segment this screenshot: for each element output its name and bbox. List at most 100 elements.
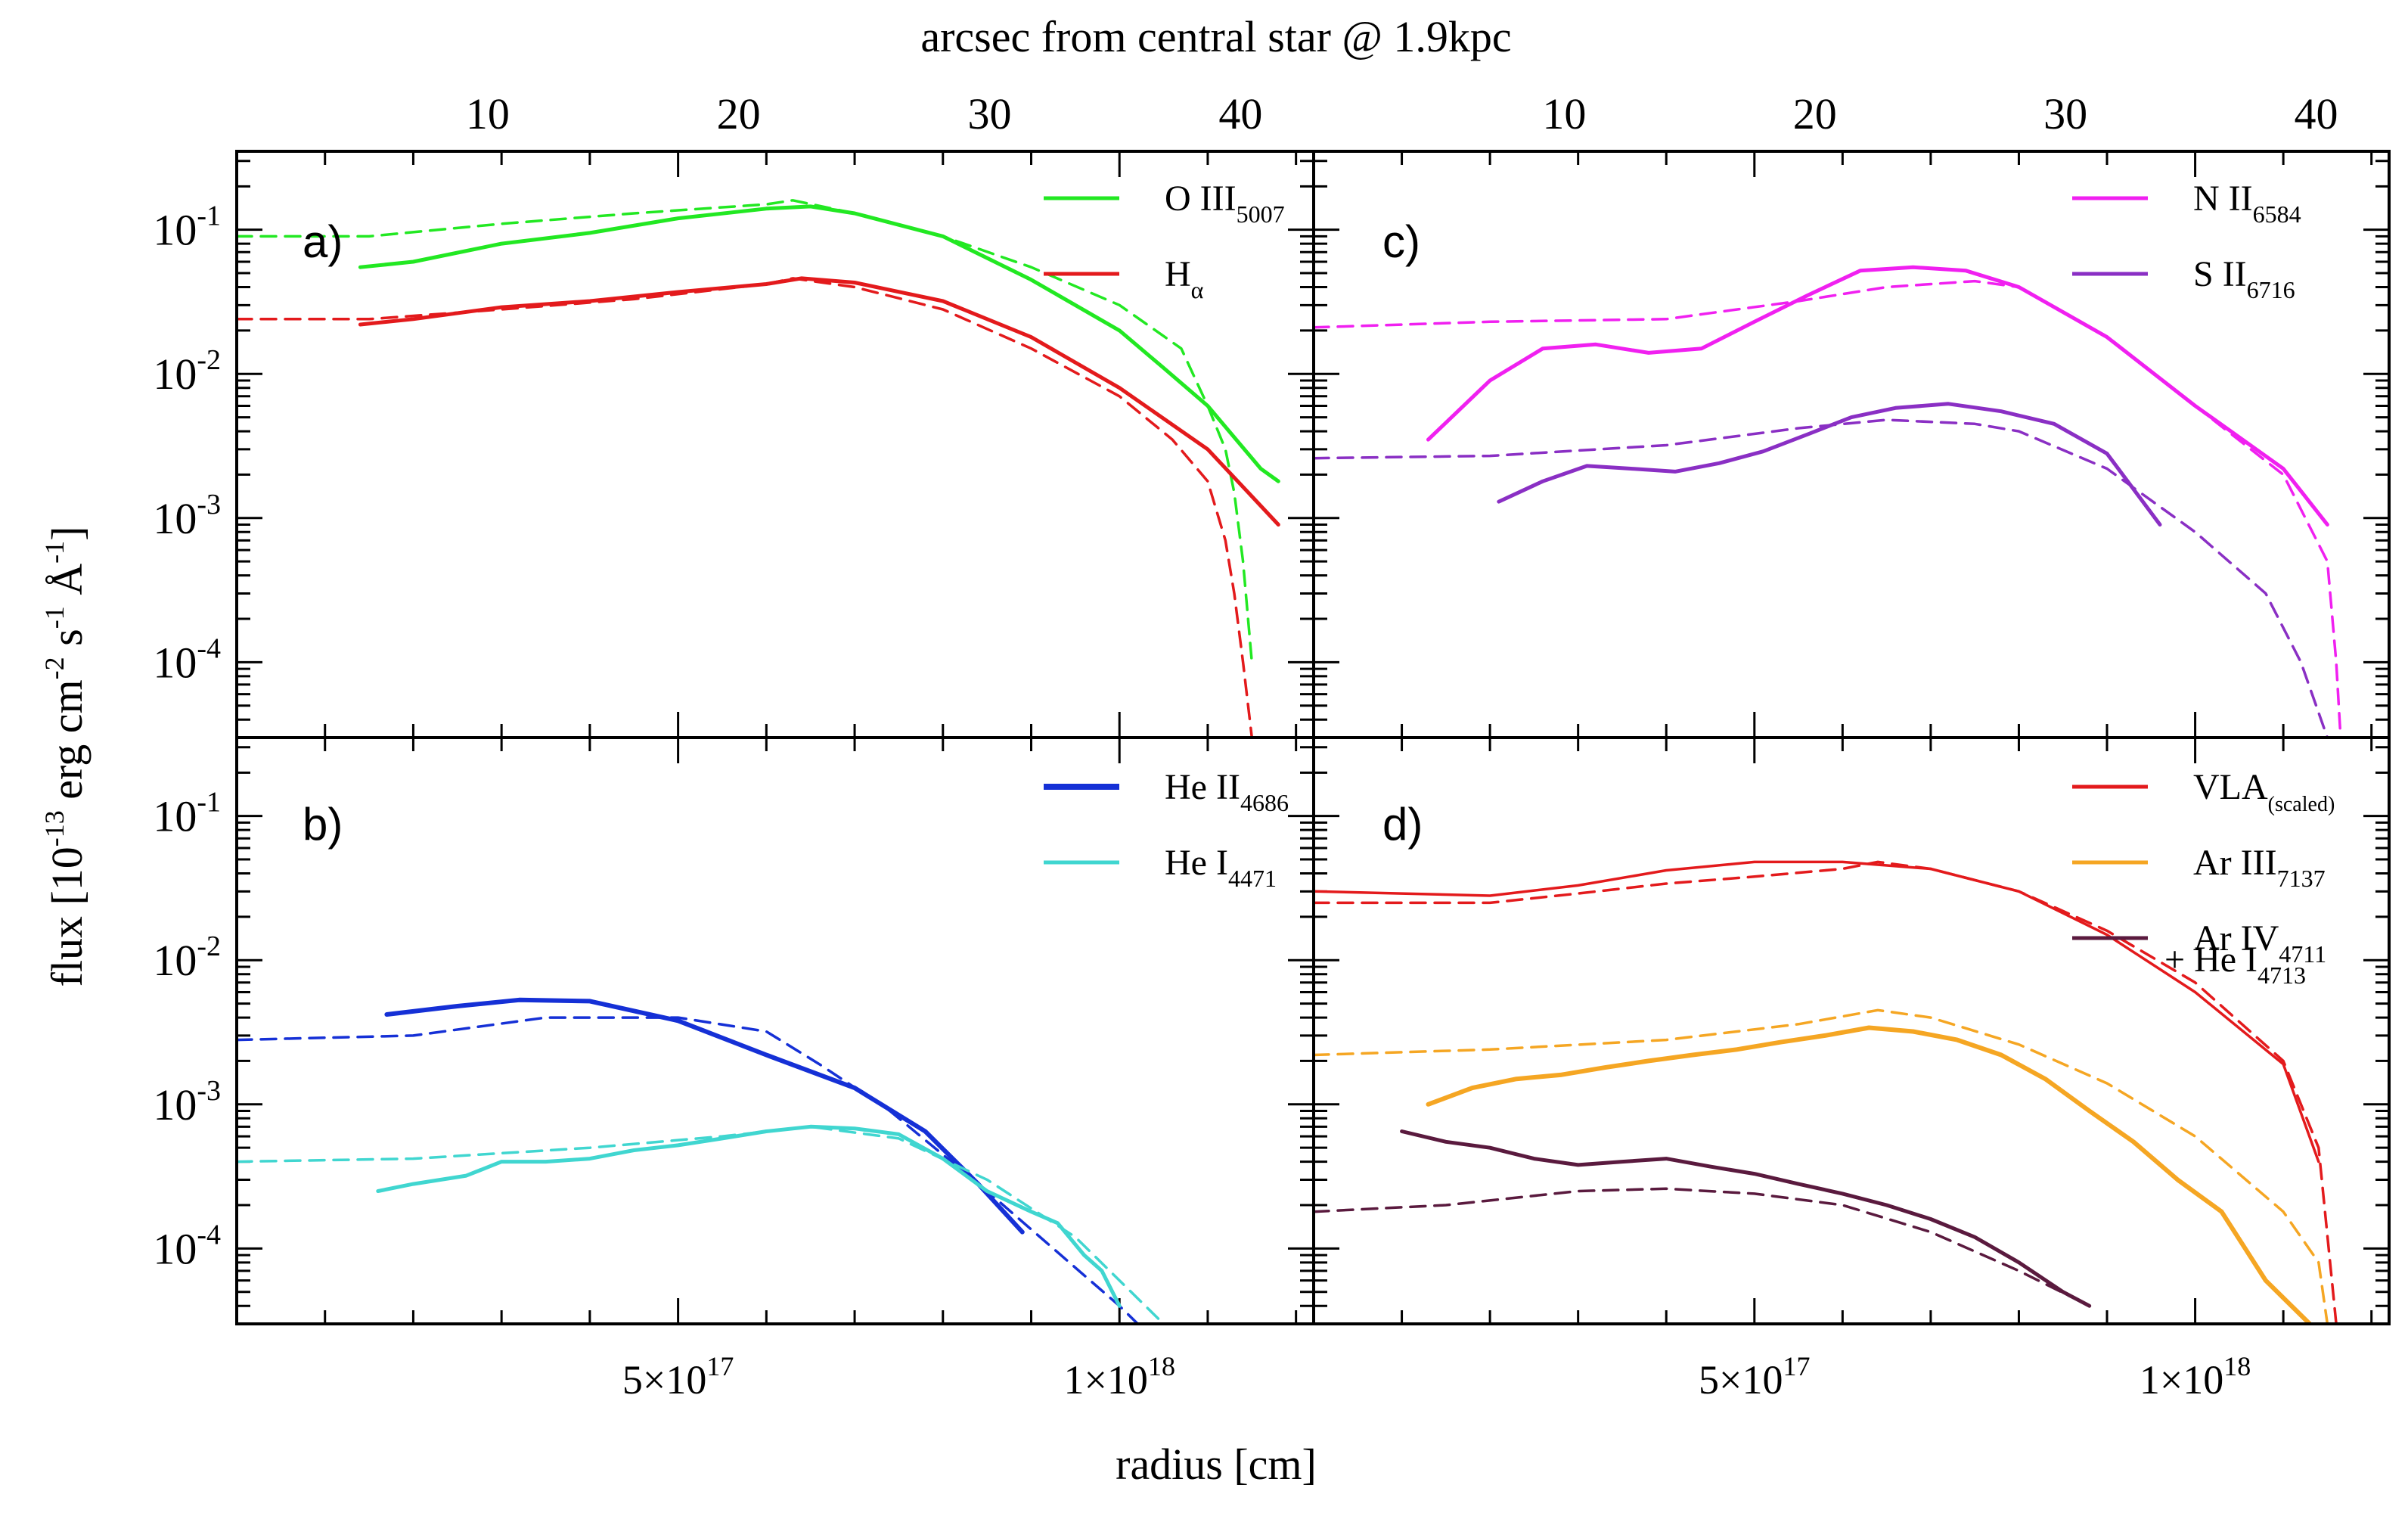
y-tick-exp: -4 bbox=[197, 1219, 221, 1250]
top-tick-label: 40 bbox=[1218, 89, 1262, 138]
legend-label: He I4471 bbox=[1165, 843, 1277, 892]
y-title-main: flux [10 bbox=[42, 847, 92, 986]
y-tick-label: 10-4 bbox=[153, 1219, 221, 1273]
legend-label-main: N II bbox=[2193, 179, 2253, 219]
top-tick-label: 30 bbox=[2043, 89, 2087, 138]
series-line bbox=[1314, 860, 2320, 1163]
panel-d: 5×1017 1×1018 d) VLA(scaled) Ar III7137 Ar IV… bbox=[1314, 738, 2389, 1403]
legend-label-main: VLA bbox=[2193, 767, 2268, 807]
series-line bbox=[1314, 418, 2329, 738]
panel-label: c) bbox=[1382, 216, 1420, 267]
legend-label: Ar IV4711 bbox=[2193, 918, 2326, 968]
legend-label-main: + He I bbox=[2164, 940, 2258, 980]
legend-label-sub: 4686 bbox=[1240, 789, 1289, 816]
y-tick-base: 10 bbox=[153, 936, 197, 985]
legend-label-main: S II bbox=[2193, 254, 2247, 294]
y-tick-base: 10 bbox=[153, 1080, 197, 1129]
legend-label: S II6716 bbox=[2193, 254, 2295, 303]
series-line bbox=[237, 1016, 1140, 1324]
series-line bbox=[384, 997, 1025, 1235]
y-tick-label: 10-1 bbox=[153, 787, 221, 841]
top-tick-label: 20 bbox=[717, 89, 761, 138]
series-group bbox=[237, 997, 1165, 1324]
series-line bbox=[1314, 1008, 2329, 1324]
legend-label-main: He I bbox=[1165, 843, 1228, 883]
y-tick-label: 10-1 bbox=[153, 200, 221, 255]
legend-label: + He I4713 bbox=[2164, 940, 2306, 989]
legend-label: O III5007 bbox=[1165, 179, 1285, 228]
x-tick-exp: 18 bbox=[2223, 1351, 2251, 1381]
y-tick-base: 10 bbox=[153, 792, 197, 841]
legend-label-sub: (scaled) bbox=[2268, 793, 2335, 816]
y-title-mid2: s bbox=[42, 629, 92, 657]
x-tick-label: 5×1017 bbox=[1699, 1351, 1810, 1403]
x-tick-base: 5×10 bbox=[622, 1357, 706, 1403]
y-title-exp1: -13 bbox=[39, 810, 70, 847]
y-tick-base: 10 bbox=[153, 350, 197, 399]
legend-label-main: He II bbox=[1165, 767, 1240, 807]
panels-group: 10-110-210-310-410 20 30 40a)O III5007Hα10-… bbox=[153, 89, 2389, 1403]
top-tick-label: 20 bbox=[1793, 89, 1837, 138]
series-line bbox=[1314, 279, 2342, 738]
series-group bbox=[237, 199, 1280, 738]
x-tick-label: 1×1018 bbox=[2140, 1351, 2251, 1403]
x-tick-base: 1×10 bbox=[1063, 1357, 1147, 1403]
legend-label-sub: 6584 bbox=[2253, 200, 2301, 228]
legend-label-main: Ar III bbox=[2193, 843, 2277, 883]
y-tick-label: 10-2 bbox=[153, 344, 221, 399]
series-line bbox=[237, 199, 1254, 664]
top-tick-label: 10 bbox=[1542, 89, 1586, 138]
y-tick-label: 10-2 bbox=[153, 930, 221, 985]
y-tick-exp: -2 bbox=[197, 930, 221, 962]
y-title-exp3: -1 bbox=[39, 606, 70, 629]
legend-label-sub: 6716 bbox=[2247, 276, 2295, 303]
x-tick-exp: 17 bbox=[706, 1351, 734, 1381]
legend-label-sub: 4713 bbox=[2258, 962, 2306, 989]
y-tick-exp: -2 bbox=[197, 344, 221, 376]
series-line bbox=[1400, 1129, 2092, 1308]
x-tick-base: 1×10 bbox=[2140, 1357, 2223, 1403]
y-tick-exp: -3 bbox=[197, 1075, 221, 1107]
panel-label: d) bbox=[1382, 799, 1423, 850]
y-title-exp4: -1 bbox=[39, 541, 70, 564]
legend-label-sub: α bbox=[1191, 276, 1204, 303]
y-tick-label: 10-4 bbox=[153, 632, 221, 687]
series-line bbox=[237, 277, 1254, 738]
series-line bbox=[358, 204, 1280, 483]
y-tick-exp: -4 bbox=[197, 632, 221, 664]
panel-label: b) bbox=[303, 799, 343, 850]
series-group bbox=[1314, 265, 2342, 738]
x-axis-title: radius [cm] bbox=[1116, 1440, 1317, 1489]
legend-label: Ar III7137 bbox=[2193, 843, 2326, 892]
top-tick-label: 40 bbox=[2294, 89, 2338, 138]
y-title-end: ] bbox=[42, 527, 92, 541]
y-tick-exp: -1 bbox=[197, 200, 221, 232]
legend-label: VLA(scaled) bbox=[2193, 767, 2335, 816]
top-tick-label: 30 bbox=[968, 89, 1012, 138]
series-group bbox=[1314, 860, 2338, 1324]
legend-label: He II4686 bbox=[1165, 767, 1289, 816]
y-tick-label: 10-3 bbox=[153, 489, 221, 543]
series-line bbox=[1497, 402, 2162, 527]
legend-label-main: Ar IV bbox=[2193, 918, 2279, 958]
legend-label: N II6584 bbox=[2193, 179, 2301, 228]
series-line bbox=[1314, 860, 2338, 1324]
series-line bbox=[1426, 265, 2329, 527]
x-tick-label: 5×1017 bbox=[622, 1351, 734, 1403]
series-line bbox=[376, 1124, 1122, 1308]
y-title-mid1: erg cm bbox=[42, 679, 92, 810]
y-tick-exp: -3 bbox=[197, 489, 221, 520]
y-axis-title: flux [10-13 erg cm-2 s-1 Å-1] bbox=[39, 527, 92, 987]
y-title-mid3: Å bbox=[42, 564, 92, 607]
y-tick-label: 10-3 bbox=[153, 1075, 221, 1129]
legend-label-sub: 7137 bbox=[2277, 865, 2326, 892]
legend-label-sub: 5007 bbox=[1237, 200, 1285, 228]
y-tick-exp: -1 bbox=[197, 787, 221, 819]
top-axis-title: arcsec from central star @ 1.9kpc bbox=[920, 12, 1511, 61]
x-tick-exp: 18 bbox=[1148, 1351, 1175, 1381]
legend-label: Hα bbox=[1165, 254, 1204, 303]
